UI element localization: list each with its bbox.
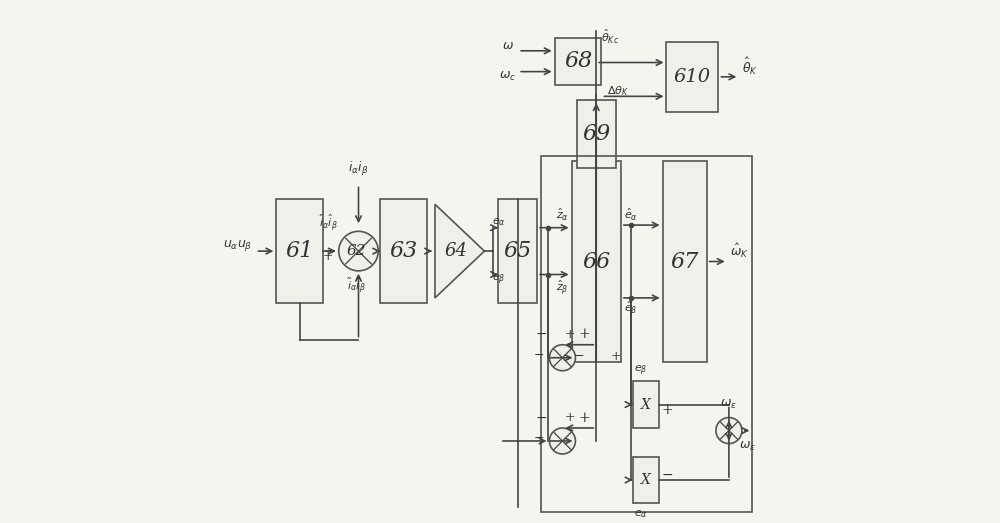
- Text: $\hat{e}_\beta$: $\hat{e}_\beta$: [624, 299, 637, 317]
- Text: $\hat{z}_\beta$: $\hat{z}_\beta$: [556, 278, 569, 297]
- Polygon shape: [435, 204, 484, 298]
- Bar: [577, 100, 616, 168]
- Text: X: X: [641, 473, 651, 487]
- Text: $i_\alpha i_\beta$: $i_\alpha i_\beta$: [348, 160, 369, 178]
- Text: 63: 63: [390, 240, 418, 262]
- Text: X: X: [641, 397, 651, 412]
- Text: 62: 62: [346, 244, 366, 258]
- Text: 64: 64: [444, 242, 467, 260]
- Text: 69: 69: [582, 123, 610, 145]
- Text: $\omega_c$: $\omega_c$: [499, 70, 516, 83]
- Text: $\hat{\omega}_K$: $\hat{\omega}_K$: [730, 242, 749, 260]
- Text: $\Delta\theta_K$: $\Delta\theta_K$: [607, 84, 629, 98]
- Bar: [666, 42, 718, 112]
- Text: $e_\alpha$: $e_\alpha$: [634, 508, 647, 520]
- Text: 68: 68: [564, 50, 592, 72]
- Text: −: −: [534, 349, 544, 361]
- Text: −: −: [574, 350, 585, 363]
- Text: $\hat{z}_\alpha$: $\hat{z}_\alpha$: [556, 207, 569, 223]
- Bar: [541, 156, 752, 512]
- Text: +: +: [578, 327, 590, 342]
- Text: 610: 610: [674, 68, 711, 86]
- Bar: [555, 38, 601, 85]
- Circle shape: [339, 231, 378, 271]
- Text: −: −: [534, 432, 544, 445]
- Text: $\tilde{i}_\alpha \tilde{i}_\beta$: $\tilde{i}_\alpha \tilde{i}_\beta$: [347, 277, 365, 296]
- Text: $e_\beta$: $e_\beta$: [492, 272, 506, 287]
- Text: 67: 67: [671, 251, 699, 272]
- Text: $\hat{e}_\alpha$: $\hat{e}_\alpha$: [624, 207, 638, 223]
- Text: +: +: [565, 411, 576, 424]
- Text: 61: 61: [286, 240, 314, 262]
- Bar: [633, 457, 659, 504]
- Text: −: −: [535, 327, 547, 342]
- Text: +: +: [323, 250, 334, 263]
- Text: +: +: [611, 350, 621, 363]
- Text: 66: 66: [582, 251, 610, 272]
- Text: $\omega_\varepsilon$: $\omega_\varepsilon$: [739, 440, 756, 453]
- Bar: [276, 199, 323, 303]
- Circle shape: [549, 428, 575, 454]
- Text: $u_\alpha u_\beta$: $u_\alpha u_\beta$: [223, 238, 252, 253]
- Text: $e_\beta$: $e_\beta$: [634, 363, 647, 378]
- Text: $\omega_\varepsilon$: $\omega_\varepsilon$: [720, 398, 737, 411]
- Bar: [380, 199, 427, 303]
- Text: +: +: [565, 328, 576, 341]
- Text: $\hat{\theta}_K$: $\hat{\theta}_K$: [742, 56, 758, 77]
- Text: $\omega$: $\omega$: [502, 39, 514, 52]
- Bar: [663, 162, 707, 361]
- Text: $\hat{i}_\alpha \hat{i}_\beta$: $\hat{i}_\alpha \hat{i}_\beta$: [319, 212, 338, 233]
- Bar: [633, 381, 659, 428]
- Text: $e_\alpha$: $e_\alpha$: [492, 217, 506, 229]
- Circle shape: [549, 345, 575, 371]
- Text: +: +: [578, 411, 590, 425]
- Text: 65: 65: [504, 240, 532, 262]
- Text: −: −: [535, 411, 547, 425]
- Text: $\hat{\theta}_{Kc}$: $\hat{\theta}_{Kc}$: [601, 27, 620, 46]
- Circle shape: [716, 417, 742, 444]
- Text: −: −: [661, 468, 673, 482]
- Text: +: +: [661, 403, 673, 417]
- Bar: [572, 162, 621, 361]
- Bar: [498, 199, 537, 303]
